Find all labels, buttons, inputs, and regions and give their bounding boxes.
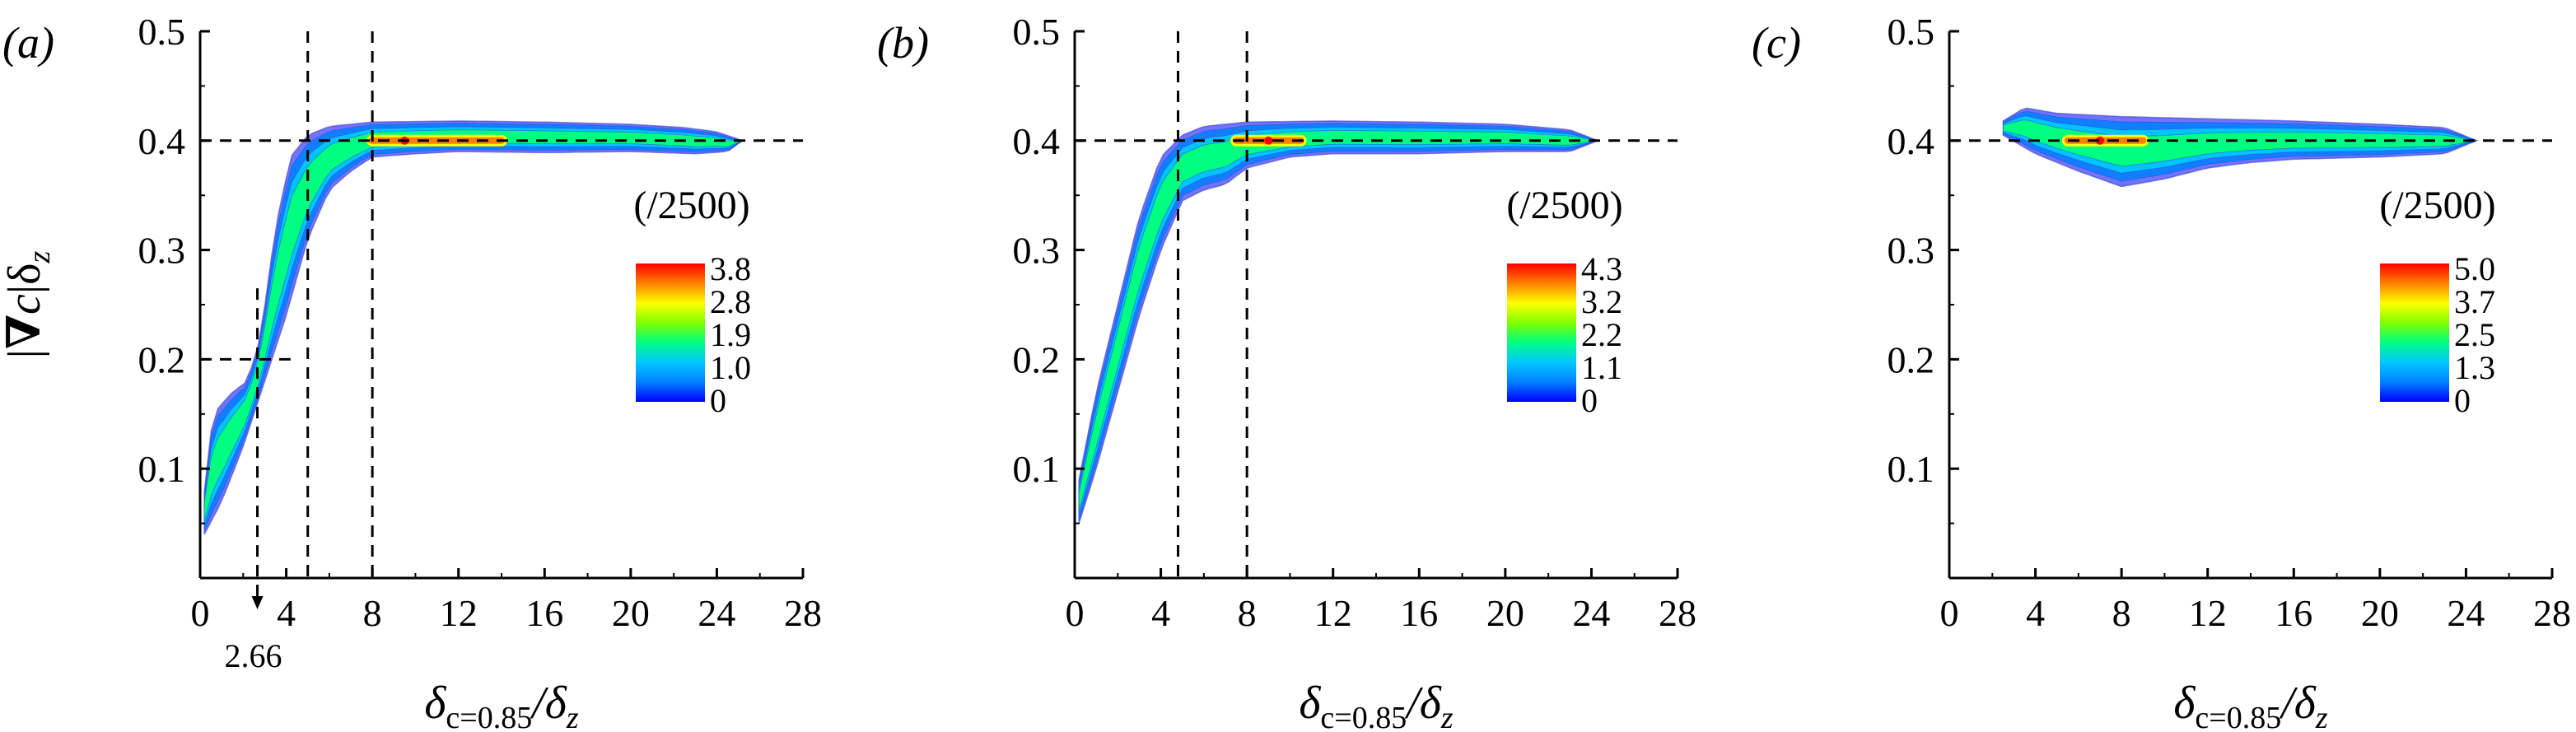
y-tick-label: 0.2 (138, 338, 186, 380)
panel-a: 2.66 0 4 8 12 16 20 24 28 0.1 0.2 0.3 0.4 0.5 (a) δc=0.… (0, 11, 822, 732)
panel-c: 0 4 8 12 16 20 24 28 0.1 0.2 0.3 0.4 0.5 (c) δc=0.85/δ… (1752, 11, 2571, 732)
colorbar-tick-label: 1.1 (1581, 349, 1622, 386)
annotation-label: 2.66 (225, 637, 282, 674)
x-tick-label: 24 (1572, 592, 1610, 634)
panel-b: 0 4 8 12 16 20 24 28 0.1 0.2 0.3 0.4 0.5 (b) δc=0.85/δ… (877, 11, 1696, 732)
x-tick-label: 28 (2533, 592, 2571, 634)
x-tick-label: 4 (2026, 592, 2045, 634)
colorbar-tick-label: 2.2 (1581, 316, 1622, 353)
density-peak (2096, 136, 2104, 145)
y-tick-label: 0.3 (1888, 230, 1935, 272)
colorbar-tick-label: 0 (710, 382, 726, 419)
annotation-arrowhead (251, 596, 264, 609)
colorbar-title: (/2500) (2379, 184, 2495, 227)
x-tick-label: 0 (1940, 592, 1959, 634)
y-tick-label: 0.1 (1888, 448, 1935, 490)
x-tick-label: 0 (1066, 592, 1085, 634)
y-tick-label: 0.1 (1013, 448, 1061, 490)
colorbar-tick-label: 1.3 (2454, 349, 2495, 386)
x-tick-label: 16 (2275, 592, 2312, 634)
y-tick-label: 0.4 (1013, 120, 1061, 162)
colorbar-tick-label: 2.8 (710, 283, 751, 320)
x-tick-label: 24 (2447, 592, 2485, 634)
colorbar-tick-label: 3.7 (2454, 283, 2495, 320)
density-contour-layer-2 (203, 123, 744, 532)
colorbar-tick-label: 3.2 (1581, 283, 1622, 320)
density-peak (1264, 136, 1273, 145)
x-tick-label: 12 (440, 592, 478, 634)
panel-label: (b) (877, 18, 929, 68)
x-tick-label: 8 (363, 592, 382, 634)
x-tick-label: 28 (784, 592, 822, 634)
colorbar-tick-label: 0 (1581, 382, 1598, 419)
y-tick-label: 0.3 (1013, 230, 1061, 272)
colorbar-tick-label: 2.5 (2454, 316, 2495, 353)
x-tick-label: 20 (612, 592, 650, 634)
x-tick-label: 24 (698, 592, 735, 634)
colorbar-tick-label: 1.0 (710, 349, 751, 386)
panel-label: (a) (2, 18, 54, 68)
x-tick-label: 8 (1238, 592, 1257, 634)
x-tick-label: 28 (1659, 592, 1696, 634)
colorbar-title: (/2500) (1506, 184, 1622, 227)
x-tick-label: 0 (191, 592, 210, 634)
colorbar-tick-label: 0 (2454, 382, 2471, 419)
y-tick-label: 0.1 (138, 448, 186, 490)
y-axis-label: |∇c|δz (0, 250, 57, 358)
colorbar-tick-label: 5.0 (2454, 250, 2495, 287)
y-tick-label: 0.4 (1888, 120, 1935, 162)
x-tick-label: 12 (1314, 592, 1352, 634)
colorbar-tick-label: 4.3 (1581, 250, 1622, 287)
panel-label: (c) (1752, 18, 1801, 68)
colorbar-tick-label: 3.8 (710, 250, 751, 287)
x-tick-label: 16 (525, 592, 563, 634)
x-axis-label: δc=0.85/δz (1299, 678, 1453, 732)
y-tick-label: 0.2 (1013, 338, 1061, 380)
density-contour-layer-3 (203, 126, 744, 526)
x-tick-label: 4 (277, 592, 296, 634)
x-tick-label: 12 (2189, 592, 2227, 634)
x-tick-label: 20 (2361, 592, 2399, 634)
x-tick-label: 4 (1151, 592, 1170, 634)
x-axis-label: δc=0.85/δz (424, 678, 578, 732)
colorbar-tick-label: 1.9 (710, 316, 751, 353)
y-tick-label: 0.5 (1888, 11, 1935, 53)
y-tick-label: 0.5 (1013, 11, 1061, 53)
colorbar (636, 263, 705, 402)
x-tick-label: 16 (1400, 592, 1438, 634)
y-tick-label: 0.2 (1888, 338, 1935, 380)
y-tick-label: 0.3 (138, 230, 186, 272)
y-tick-label: 0.5 (138, 11, 186, 53)
colorbar-title: (/2500) (633, 184, 749, 227)
colorbar (2380, 263, 2449, 402)
x-tick-label: 8 (2112, 592, 2131, 634)
density-contour-layer-4 (203, 129, 743, 522)
colorbar (1507, 263, 1576, 402)
x-tick-label: 20 (1486, 592, 1524, 634)
y-tick-label: 0.4 (138, 120, 186, 162)
x-axis-label: δc=0.85/δz (2173, 678, 2327, 732)
